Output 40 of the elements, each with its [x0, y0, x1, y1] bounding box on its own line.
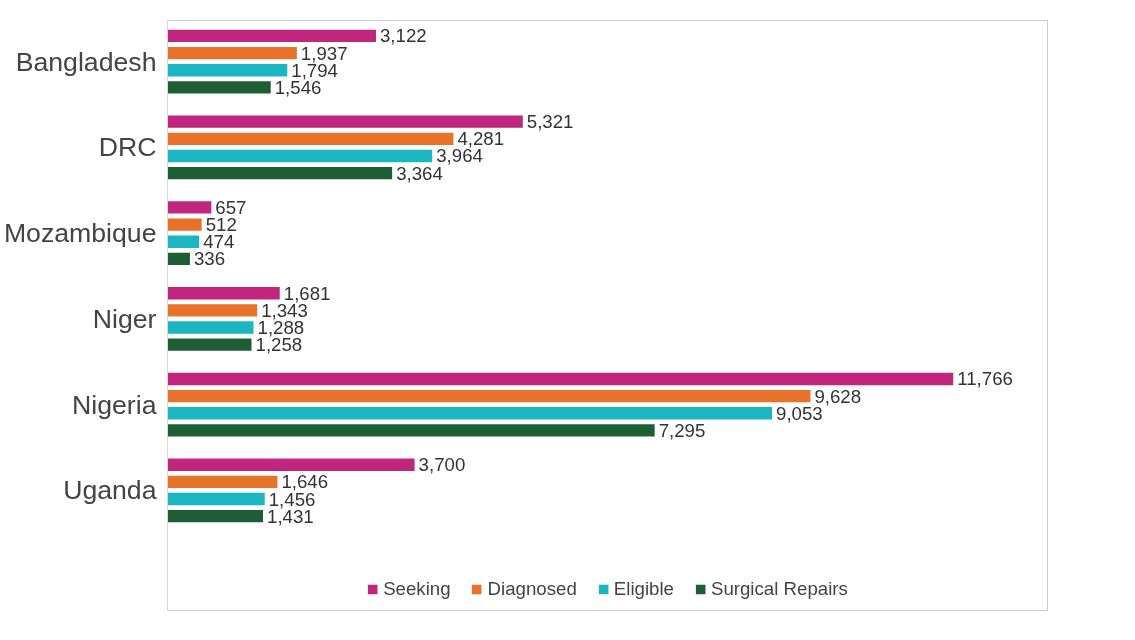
- bar: [167, 509, 264, 523]
- data-label: 7,295: [658, 419, 706, 441]
- bar: [167, 475, 278, 489]
- bar: [167, 64, 288, 77]
- bar: [167, 492, 265, 506]
- bar: [167, 458, 415, 471]
- data-label: 3,122: [379, 25, 427, 47]
- bar: [167, 149, 433, 163]
- legend-label: Surgical Repairs: [710, 578, 848, 600]
- data-label: 3,700: [418, 454, 466, 476]
- bar: [167, 252, 190, 266]
- bar: [167, 338, 252, 351]
- bar: [167, 304, 258, 317]
- bar: [167, 235, 200, 248]
- bar: [167, 321, 254, 334]
- bar: [167, 372, 954, 386]
- data-label: 1,646: [281, 471, 329, 493]
- y-tick-label: Mozambique: [3, 218, 157, 249]
- bar: [167, 166, 393, 180]
- bar: [167, 407, 773, 420]
- bar: [167, 424, 655, 437]
- bar: [167, 201, 212, 214]
- bar: [167, 287, 280, 300]
- legend-label: Eligible: [613, 578, 674, 600]
- y-tick-label: Bangladesh: [15, 46, 157, 77]
- legend-label: Seeking: [383, 578, 451, 600]
- y-tick-label: Uganda: [63, 475, 157, 506]
- bar: [167, 46, 297, 60]
- data-label: 11,766: [957, 368, 1013, 390]
- y-tick-label: Nigeria: [72, 389, 157, 420]
- y-tick-label: DRC: [98, 132, 157, 163]
- bar: [167, 115, 523, 128]
- bar: [167, 81, 271, 94]
- y-tick-label: Niger: [92, 303, 157, 334]
- bar: [167, 29, 376, 43]
- bar: [167, 218, 202, 231]
- bar: [167, 132, 454, 146]
- bar: [167, 389, 811, 403]
- data-label: 5,321: [526, 111, 574, 133]
- legend-label: Diagnosed: [487, 578, 577, 600]
